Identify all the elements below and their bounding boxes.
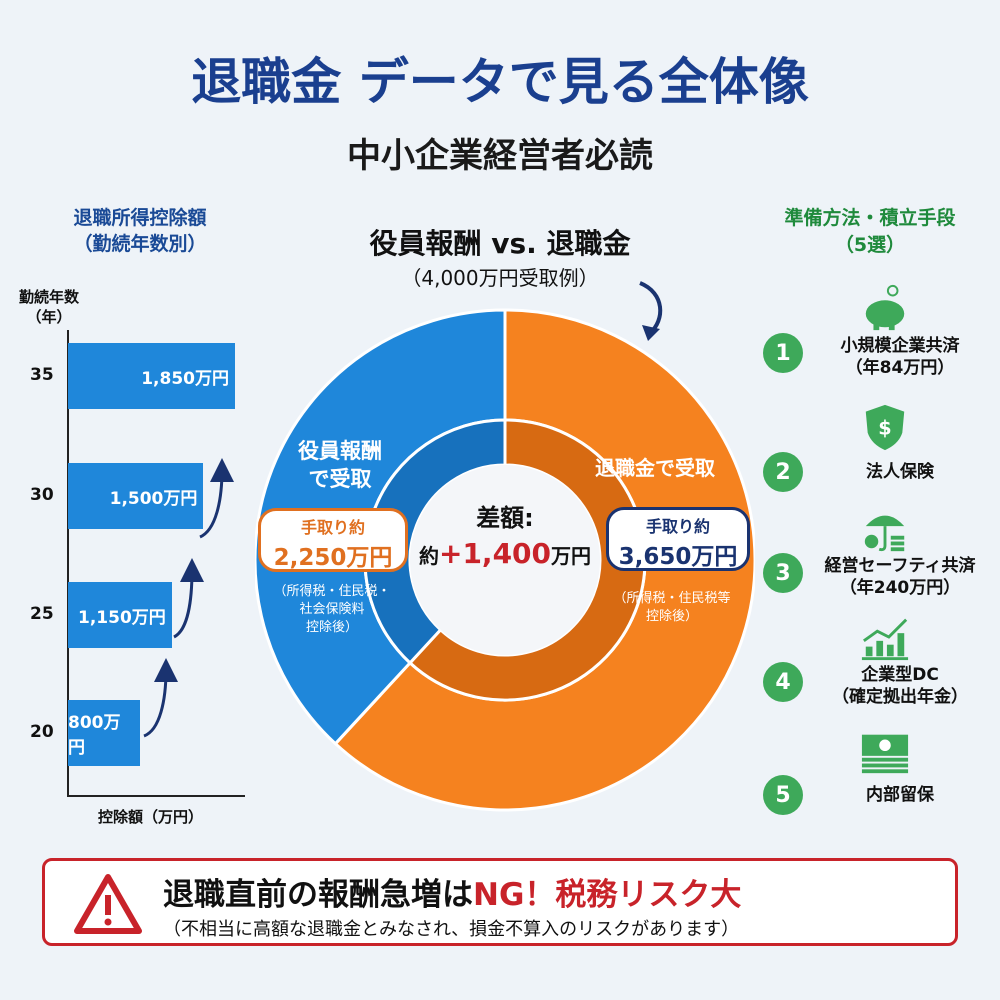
method-item-name: 法人保険 <box>866 462 934 482</box>
curved-arrow-icon <box>639 281 663 341</box>
method-number-badge: 4 <box>763 662 803 702</box>
page-subtitle: 中小企業経営者必読 <box>347 136 653 176</box>
methods-title-line1: 準備方法・積立手段 <box>784 207 956 229</box>
donut-hole <box>410 465 600 655</box>
methods-title-line2: （5選） <box>834 234 906 256</box>
bar: 1,500万円 <box>68 463 204 529</box>
bar-data-label: 1,150万円 <box>78 607 166 628</box>
warning-headline: 退職直前の報酬急増はNG！税務リスク大 <box>163 869 741 914</box>
blue-callout: 手取り約 2,250万円 <box>258 508 408 572</box>
method-number-badge: 1 <box>763 333 803 373</box>
difference-label: 差額: <box>476 504 534 532</box>
y-axis-line <box>67 330 69 797</box>
orange-segment-label: 退職金で受取 <box>595 456 715 480</box>
shield-dollar-icon: $ <box>865 404 905 451</box>
arrow-icon <box>199 458 234 539</box>
bar-data-label: 1,500万円 <box>109 488 198 509</box>
orange-callout: 手取り約 3,650万円 <box>606 507 750 571</box>
bar: 1,150万円 <box>68 582 172 648</box>
orange-callout-line1: 手取り約 <box>645 517 710 536</box>
method-item-name: 内部留保 <box>866 785 934 805</box>
method-item-detail: （年84万円） <box>845 358 955 378</box>
method-item: 法人保険 <box>800 461 1000 483</box>
method-item-name: 企業型DC <box>861 665 939 685</box>
orange-note-line2: 控除後） <box>645 609 698 624</box>
blue-callout-line2: 2,250万円 <box>273 545 393 571</box>
y-tick-label: 30 <box>30 485 54 505</box>
arrow-icon <box>173 558 204 639</box>
warning-note: （不相当に高額な退職金とみなされ、損金不算入のリスクがあります） <box>163 919 740 940</box>
warning-triangle-icon <box>74 874 142 934</box>
blue-label-line1: 役員報酬 <box>298 439 382 463</box>
methods-title: 準備方法・積立手段 （5選） <box>740 205 1000 259</box>
method-item: 小規模企業共済 （年84万円） <box>800 335 1000 379</box>
bar-chart-title-line1: 退職所得控除額 <box>73 207 207 229</box>
warning-headline-prefix: 退職直前の報酬急増は <box>163 877 473 913</box>
page-title: 退職金 データで見る全体像 <box>191 53 809 111</box>
blue-segment-label: 役員報酬 で受取 <box>270 437 410 493</box>
x-axis-line <box>67 795 245 797</box>
y-tick-label: 20 <box>30 722 54 742</box>
method-item: 企業型DC （確定拠出年金） <box>800 664 1000 708</box>
bar: 1,850万円 <box>68 343 235 409</box>
donut-chart <box>255 308 755 812</box>
bar-chart-title-line2: （勤続年数別） <box>73 233 207 255</box>
warning-box: 退職直前の報酬急増はNG！税務リスク大 （不相当に高額な退職金とみなされ、損金不… <box>42 858 958 946</box>
method-item: 内部留保 <box>800 784 1000 806</box>
method-item-detail: （確定拠出年金） <box>832 687 968 707</box>
difference-amount: +1,400 <box>438 537 552 570</box>
bar-data-label: 1,850万円 <box>141 368 229 389</box>
blue-note-line2: 社会保険料 <box>299 602 365 617</box>
orange-note-line1: （所得税・住民税等 <box>613 591 731 606</box>
bar-data-label: 800万円 <box>68 713 121 758</box>
cash-stack-icon <box>861 734 909 774</box>
difference-prefix: 約 <box>418 544 439 568</box>
blue-label-line2: で受取 <box>308 467 372 491</box>
y-tick-label: 35 <box>30 365 54 385</box>
method-item-name: 小規模企業共済 <box>840 336 960 356</box>
bar-chart-title: 退職所得控除額 （勤続年数別） <box>20 205 260 257</box>
blue-note-line3: 控除後） <box>305 620 358 635</box>
method-number-badge: 5 <box>763 775 803 815</box>
growth-arrows <box>143 458 234 738</box>
umbrella-coins-icon <box>864 515 905 552</box>
warning-headline-ng: NG！税務リスク大 <box>473 877 742 913</box>
method-number-badge: 3 <box>763 553 803 593</box>
growth-chart-icon <box>861 618 909 661</box>
svg-text:$: $ <box>878 417 891 440</box>
orange-callout-line2: 3,650万円 <box>618 544 738 570</box>
piggy-bank-icon <box>865 284 905 331</box>
difference-value: 約+1,400万円 <box>405 537 605 570</box>
method-number-badge: 2 <box>763 452 803 492</box>
donut-subtitle: （4,000万円受取例） <box>401 266 599 290</box>
difference-unit: 万円 <box>551 544 592 568</box>
method-item-name: 経営セーフティ共済 <box>824 556 976 576</box>
blue-callout-line1: 手取り約 <box>300 518 365 537</box>
arrow-icon <box>143 658 178 738</box>
y-axis-label: 勤続年数（年） <box>18 288 79 326</box>
bar: 800万円 <box>68 700 141 766</box>
blue-note-line1: （所得税・住民税・ <box>273 584 391 599</box>
donut-title: 役員報酬 vs. 退職金 <box>369 227 631 260</box>
method-item-detail: （年240万円） <box>839 578 961 598</box>
blue-note: （所得税・住民税・ 社会保険料 控除後） <box>262 583 402 637</box>
y-tick-label: 25 <box>30 604 54 624</box>
x-axis-label: 控除額（万円） <box>98 808 204 826</box>
method-item: 経営セーフティ共済 （年240万円） <box>800 555 1000 599</box>
orange-note: （所得税・住民税等 控除後） <box>592 590 752 626</box>
